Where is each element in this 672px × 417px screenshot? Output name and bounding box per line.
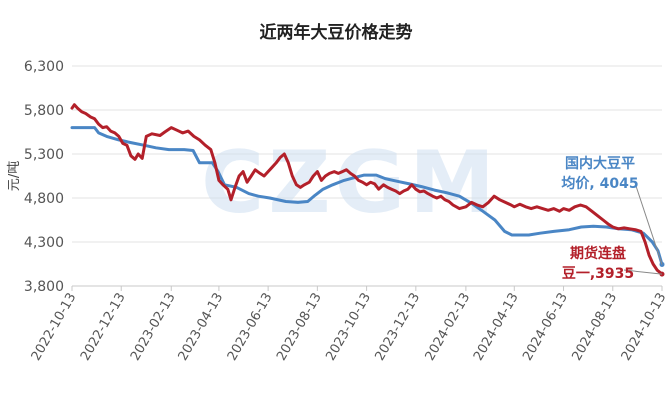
x-tick-label: 2024-10-13: [619, 291, 670, 364]
x-tick-label: 2023-06-13: [225, 291, 276, 364]
x-tick-label: 2024-04-13: [471, 291, 522, 364]
y-tick-label: 4,800: [24, 191, 64, 207]
y-tick-label: 5,300: [24, 147, 64, 163]
annotation-label: 期货连盘: [570, 245, 626, 262]
gridlines: [72, 65, 662, 287]
y-tick-label: 3,800: [24, 279, 64, 295]
y-axis-ticks: 3,800 4,300 4,800 5,300 5,800 6,300: [24, 59, 64, 295]
y-tick-label: 5,800: [24, 103, 64, 119]
series-lines: [70, 103, 665, 277]
x-tick-label: 2022-10-13: [29, 291, 80, 364]
y-tick-label: 4,300: [24, 235, 64, 251]
x-tick-label: 2022-12-13: [78, 291, 129, 364]
watermark: CZGM: [201, 133, 499, 233]
series-line-2: [70, 103, 664, 276]
annotation-leader-line: [623, 269, 663, 275]
series-line-1: [70, 126, 664, 266]
x-tick-label: 2024-08-13: [569, 291, 620, 364]
x-tick-label: 2023-02-13: [128, 291, 179, 364]
annotation-label: 豆一,3935: [562, 266, 634, 282]
x-tick-label: 2023-10-13: [323, 291, 374, 364]
annotation-label: 国内大豆平: [565, 155, 635, 172]
y-axis-label: 元/吨: [7, 161, 22, 191]
annotation-leader-line: [635, 185, 663, 265]
annotation-label: 均价, 4045: [561, 175, 638, 192]
x-tick-label: 2023-12-13: [373, 291, 424, 364]
x-tick-label: 2023-04-13: [176, 291, 227, 364]
x-tick-label: 2024-06-13: [520, 291, 571, 364]
x-tick-label: 2023-08-13: [274, 291, 325, 364]
chart-title: 近两年大豆价格走势: [260, 22, 413, 43]
x-tick-label: 2024-02-13: [423, 291, 474, 364]
y-tick-label: 6,300: [24, 59, 64, 75]
